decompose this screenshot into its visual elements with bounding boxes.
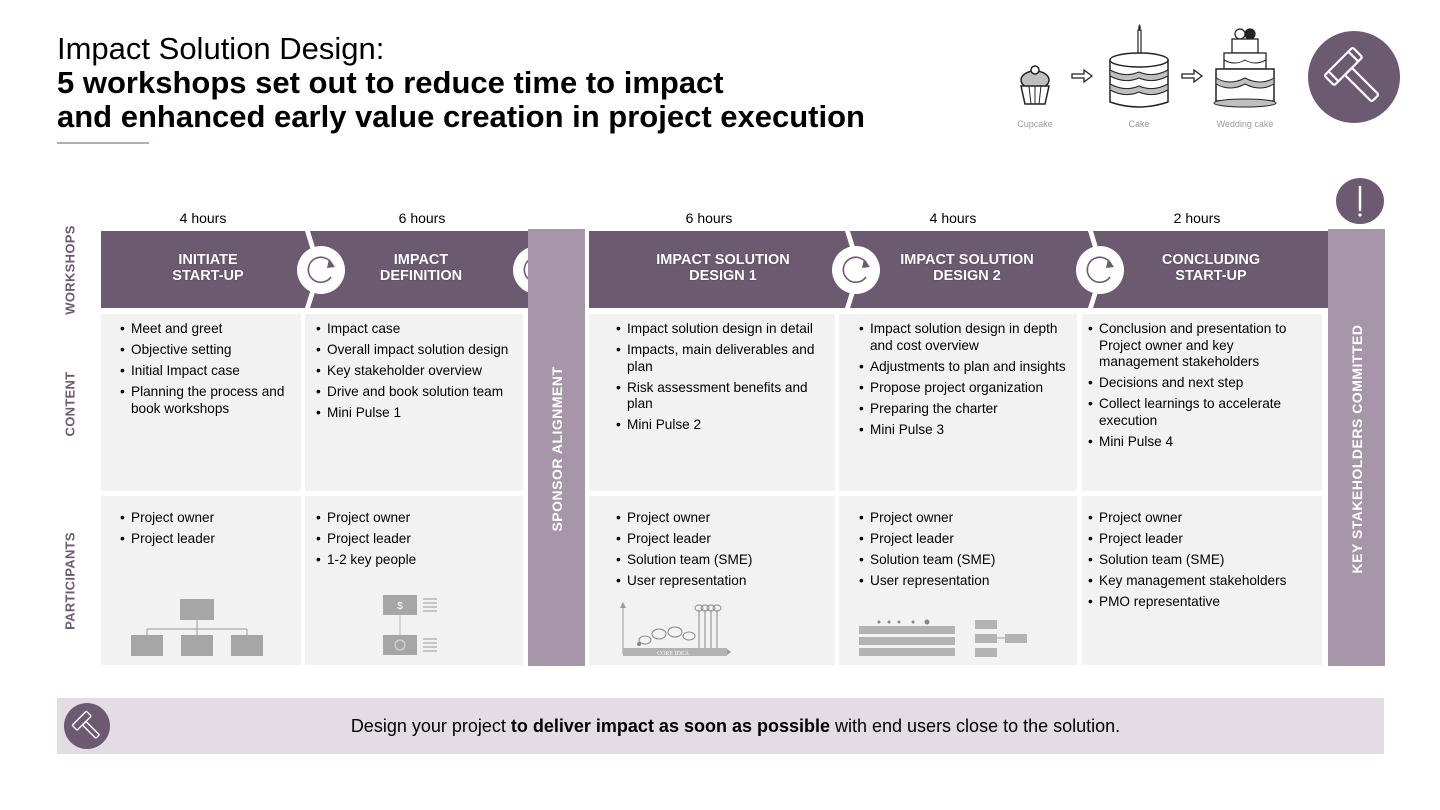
gavel-icon [64, 703, 110, 749]
list-item: Project leader [1088, 531, 1310, 548]
list-item: Impact case [316, 321, 523, 338]
list-item: Solution team (SME) [859, 552, 1069, 569]
chevron-design-2 [850, 231, 1100, 308]
wedding-cake-icon [1213, 28, 1277, 108]
cake-icon [1109, 24, 1169, 108]
chevron-design-1 [589, 231, 857, 308]
chevron-concluding [1093, 231, 1348, 308]
list-item: Initial Impact case [120, 363, 301, 380]
list-item: Project leader [120, 531, 301, 548]
page-title-line2: 5 workshops set out to reduce time to im… [57, 65, 724, 100]
list-item: 1-2 key people [316, 552, 523, 569]
content-cell-2: Impact case Overall impact solution desi… [305, 314, 523, 491]
list-item: Overall impact solution design [316, 342, 523, 359]
list-item: Project leader [316, 531, 523, 548]
chevron-initiate [101, 231, 317, 308]
list-item: Conclusion and presentation to Project o… [1088, 321, 1310, 371]
impact-case-icon: $ [383, 595, 437, 655]
plan-table-icon [859, 619, 1027, 657]
content-cell-4: Impact solution design in depth and cost… [839, 314, 1077, 491]
sponsor-alignment-bar: SPONSOR ALIGNMENT [528, 229, 585, 666]
list-item: Objective setting [120, 342, 301, 359]
workshop-5-title: CONCLUDING START-UP [1161, 252, 1261, 284]
cycle-icon [297, 246, 345, 294]
workshop-3-title: IMPACT SOLUTION DESIGN 1 [656, 252, 790, 284]
list-item: Mini Pulse 4 [1088, 434, 1310, 451]
list-item: Project owner [316, 510, 523, 527]
list-item: Risk assessment benefits and plan [616, 380, 825, 413]
page-title-line3: and enhanced early value creation in pro… [57, 99, 865, 134]
list-item: Adjustments to plan and insights [859, 359, 1069, 376]
list-item: Decisions and next step [1088, 375, 1310, 392]
list-item: Impact solution design in depth and cost… [859, 321, 1069, 354]
cycle-icon [1076, 246, 1124, 294]
workshop-2-hours: 6 hours [398, 210, 446, 226]
list-item: Mini Pulse 3 [859, 422, 1069, 439]
dollar-sign-label: $ [397, 601, 403, 612]
key-stakeholders-bar: KEY STAKEHOLDERS COMMITTED [1328, 229, 1385, 666]
list-item: Project owner [616, 510, 825, 527]
list-item: Impacts, main deliverables and plan [616, 342, 825, 375]
list-item: Mini Pulse 1 [316, 405, 523, 422]
arrow-right-icon [1181, 68, 1204, 84]
footer-banner: Design your project to deliver impact as… [57, 698, 1384, 754]
list-item: Solution team (SME) [1088, 552, 1310, 569]
list-item: Impact solution design in detail [616, 321, 825, 338]
workshop-2-title: IMPACT DEFINITION [379, 252, 463, 284]
list-item: Project owner [859, 510, 1069, 527]
list-item: Collect learnings to accelerate executio… [1088, 396, 1310, 429]
wedding-cake-label: Wedding cake [1216, 119, 1274, 129]
page-title-line1: Impact Solution Design: [57, 31, 385, 66]
core-idea-label: CORE IDEA [657, 651, 689, 657]
list-item: Mini Pulse 2 [616, 417, 825, 434]
participants-cell-5: Project owner Project leader Solution te… [1082, 496, 1322, 665]
list-item: User representation [616, 573, 825, 590]
row-label-content: CONTENT [62, 371, 78, 436]
exclamation-icon [1336, 178, 1384, 224]
list-item: Project owner [120, 510, 301, 527]
footer-message: Design your project to deliver impact as… [350, 716, 1121, 736]
participants-cell-1: Project owner Project leader [101, 496, 301, 665]
gavel-icon [1308, 31, 1400, 123]
list-item: Key management stakeholders [1088, 573, 1310, 590]
content-cell-3: Impact solution design in detail Impacts… [589, 314, 835, 491]
list-item: Project owner [1088, 510, 1310, 527]
participants-cell-2: Project owner Project leader 1-2 key peo… [305, 496, 523, 665]
chevron-impact-definition [310, 231, 542, 308]
cake-progression [1020, 24, 1277, 108]
row-label-participants: PARTICIPANTS [62, 532, 78, 630]
workshop-3-hours: 6 hours [685, 210, 733, 226]
list-item: Solution team (SME) [616, 552, 825, 569]
list-item: Project leader [616, 531, 825, 548]
list-item: Key stakeholder overview [316, 363, 523, 380]
list-item: User representation [859, 573, 1069, 590]
cupcake-label: Cupcake [1017, 119, 1053, 129]
title-underline [57, 142, 149, 144]
workshop-4-hours: 4 hours [929, 210, 977, 226]
cycle-icon [832, 246, 880, 294]
participants-cell-4: Project owner Project leader Solution te… [839, 496, 1077, 665]
workshop-1-title: INITIATE START-UP [172, 252, 244, 284]
list-item: Project leader [859, 531, 1069, 548]
list-item: Planning the process and book workshops [120, 384, 301, 417]
workshop-5-hours: 2 hours [1173, 210, 1221, 226]
list-item: PMO representative [1088, 594, 1310, 611]
participants-cell-3: Project owner Project leader Solution te… [589, 496, 835, 665]
core-idea-diagram-icon: CORE IDEA [620, 602, 731, 657]
workshop-4-title: IMPACT SOLUTION DESIGN 2 [900, 252, 1034, 284]
content-cell-5: Conclusion and presentation to Project o… [1082, 314, 1322, 491]
list-item: Propose project organization [859, 380, 1069, 397]
cake-label: Cake [1128, 119, 1150, 129]
list-item: Meet and greet [120, 321, 301, 338]
org-chart-icon [131, 599, 263, 656]
workshop-chevron-band [101, 231, 1348, 308]
content-cell-1: Meet and greet Objective setting Initial… [101, 314, 301, 491]
cupcake-icon [1020, 65, 1050, 105]
arrow-right-icon [1071, 68, 1094, 84]
list-item: Preparing the charter [859, 401, 1069, 418]
list-item: Drive and book solution team [316, 384, 523, 401]
workshop-1-hours: 4 hours [179, 210, 227, 226]
